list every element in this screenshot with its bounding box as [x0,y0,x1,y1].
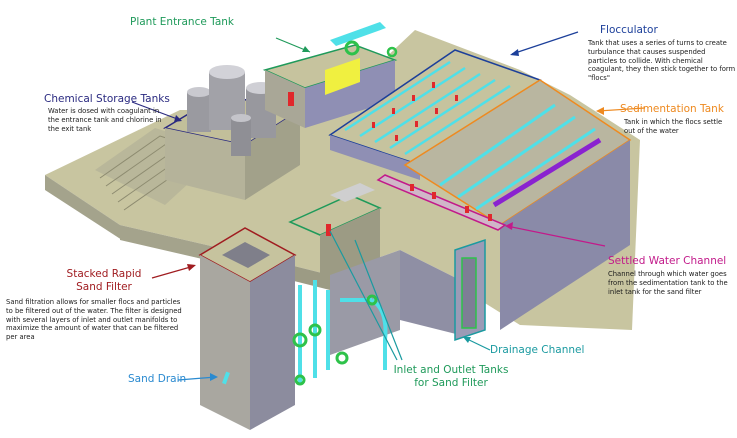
rapid-filter-title-line1: Stacked Rapid [66,268,142,280]
drainage-channel [330,238,486,355]
inlet-outlet-pointer-b [354,239,403,361]
drainage-title: Drainage Channel [490,344,585,356]
flocculator-description: Tank that uses a series of turns to crea… [588,39,736,83]
chemical-storage-title: Chemical Storage Tanks [44,93,170,105]
inlet-outlet-title-line2: for Sand Filter [414,377,488,389]
rapid-filter-pointer [151,265,195,279]
chemical-pointer [131,101,181,121]
inlet-outlet-title-line1: Inlet and Outlet Tanks [393,364,509,376]
filter-piping [292,280,388,386]
settled-channel-title: Settled Water Channel [608,255,727,267]
flocculator-tank [328,49,542,180]
settled-water-channel [376,174,507,231]
inlet-outlet-pointer-a [329,230,398,361]
plant-entrance-title: Plant Entrance Tank [129,16,235,28]
sand-drain-pointer [177,376,217,381]
flocculator-title: Flocculator [600,24,658,36]
sedimentation-tank [403,79,632,330]
flocculator-pointer [511,31,579,55]
rapid-filter-title-line2: Sand Filter [76,281,132,293]
settled-channel-description: Channel through which water goes from th… [608,270,728,296]
plant-entrance-tank [262,22,398,128]
chemical-storage-tanks [162,65,303,200]
stacked-rapid-sand-filter [198,227,297,430]
chemical-storage-description: Water is dosed with coagulant in the ent… [48,107,162,133]
sand-drain-title: Sand Drain [128,373,187,385]
sedimentation-title: Sedimentation Tank [620,103,724,115]
settled-channel-pointer [506,225,606,247]
sedimentation-pointer [597,107,646,112]
rapid-filter-description: Sand filtration allows for smaller flocs… [6,298,182,342]
sedimentation-description: Tank in which the flocs settle out of th… [624,118,723,135]
leader-lines [131,31,646,381]
